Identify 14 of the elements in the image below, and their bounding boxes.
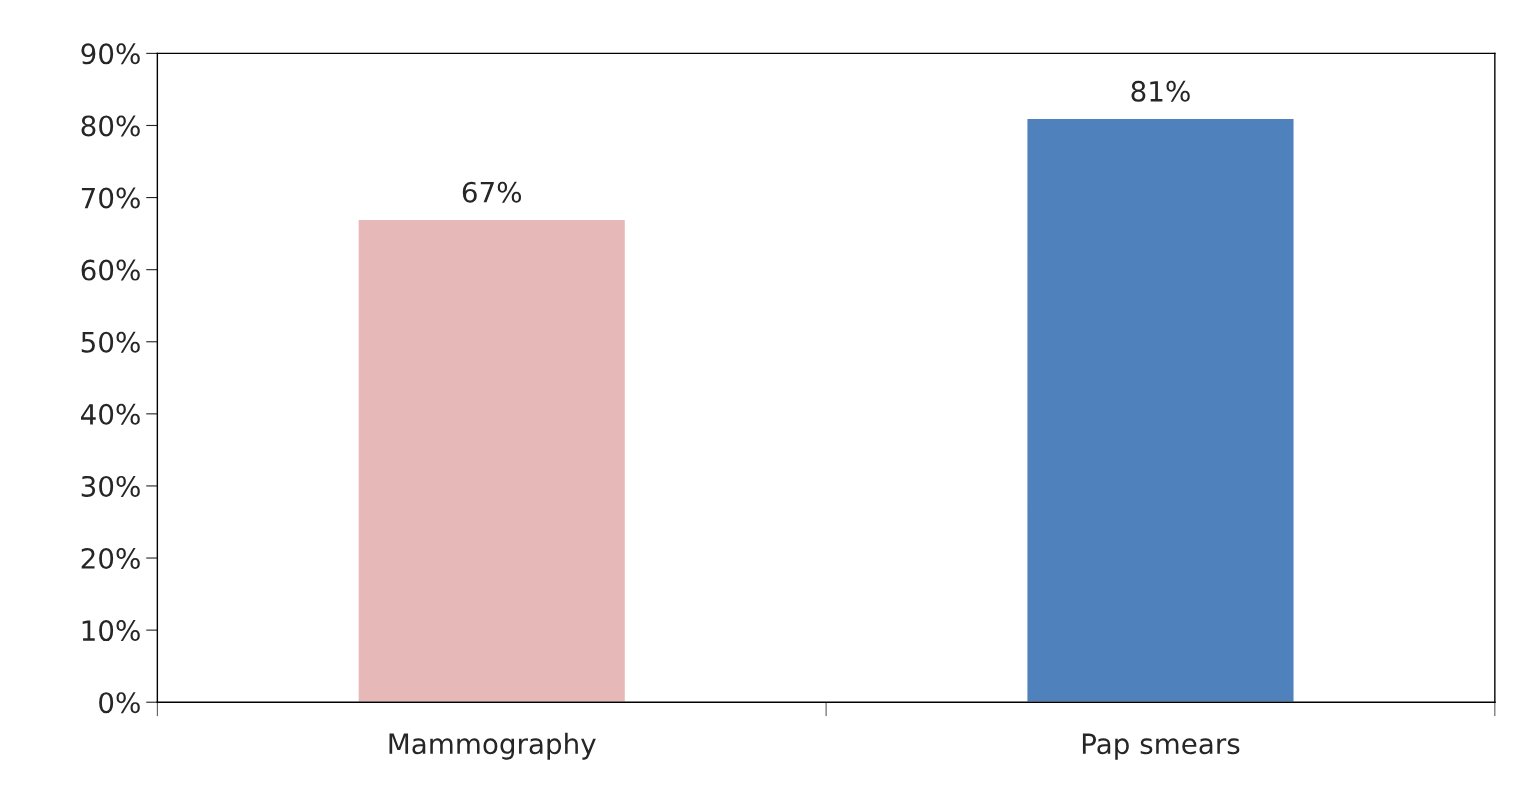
y-tick-label: 80% xyxy=(81,115,140,137)
data-label: 67% xyxy=(462,181,522,203)
x-tick-label: Pap smears xyxy=(1082,733,1240,760)
data-label: 81% xyxy=(1131,80,1190,102)
y-tick-label: 50% xyxy=(81,331,140,353)
y-tick-label: 30% xyxy=(81,475,140,497)
y-tick-label: 20% xyxy=(81,547,140,569)
y-tick-label: 10% xyxy=(82,620,140,642)
x-tick-label: Mammography xyxy=(389,732,596,760)
y-tick-label: 60% xyxy=(81,259,140,281)
y-tick-label: 0% xyxy=(99,692,140,714)
y-tick-label: 90% xyxy=(81,43,140,65)
y-tick-label: 40% xyxy=(81,403,140,425)
y-tick-label: 70% xyxy=(81,187,140,209)
